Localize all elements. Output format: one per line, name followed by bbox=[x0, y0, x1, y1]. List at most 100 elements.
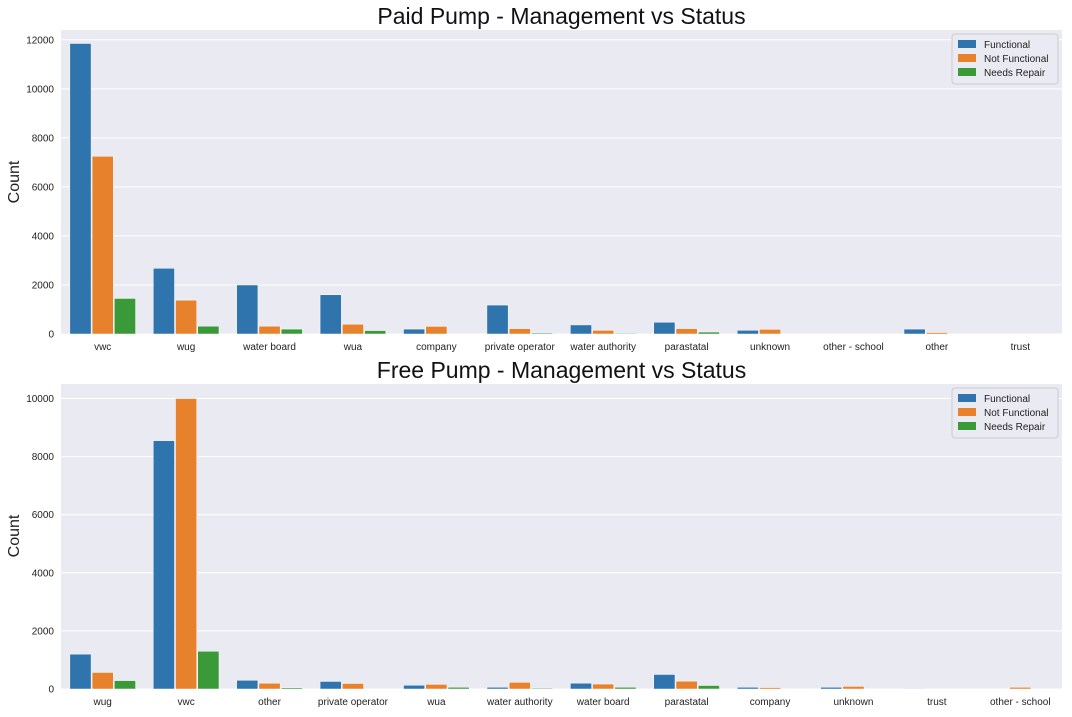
chart1-legend: Functional Not Functional Needs Repair bbox=[951, 33, 1059, 85]
chart1-ytick-label: 6000 bbox=[32, 182, 55, 193]
chart1-legend-swatch bbox=[958, 40, 976, 48]
chart1-bar-needs-repair bbox=[114, 298, 136, 335]
chart1-xtick-label: private operator bbox=[485, 342, 556, 353]
chart1-legend-label: Not Functional bbox=[984, 54, 1048, 65]
chart2-xtick-label: vwc bbox=[178, 697, 195, 708]
chart2-bar-needs-repair bbox=[531, 687, 553, 690]
chart2-ytick-label: 2000 bbox=[32, 626, 55, 637]
chart2-xtick-label: other - school bbox=[990, 697, 1051, 708]
chart2-bar-needs-repair bbox=[280, 687, 303, 690]
chart2-xtick-label: unknown bbox=[833, 697, 873, 708]
chart2-bar-not-functional bbox=[258, 682, 281, 690]
chart2-bar-not-functional bbox=[508, 682, 531, 690]
chart2-bar-needs-repair bbox=[197, 650, 220, 690]
chart2-legend-label: Not Functional bbox=[984, 408, 1048, 419]
chart1-xtick-label: other bbox=[925, 342, 948, 353]
chart1-bar-not-functional bbox=[675, 328, 698, 335]
chart1-xtick-label: trust bbox=[1011, 342, 1031, 353]
chart2-bar-not-functional bbox=[91, 672, 114, 690]
chart1-bar-functional bbox=[486, 304, 509, 335]
chart2-xtick-label: wua bbox=[426, 697, 446, 708]
chart2-ylabel: Count bbox=[6, 514, 23, 557]
chart1-ytick-label: 10000 bbox=[26, 84, 54, 95]
chart2-xtick-label: water board bbox=[576, 697, 630, 708]
chart1-ytick-label: 0 bbox=[48, 330, 54, 341]
chart1-bar-not-functional bbox=[592, 330, 615, 335]
chart2-legend-label: Needs Repair bbox=[984, 422, 1046, 433]
chart2-legend: Functional Not Functional Needs Repair bbox=[951, 387, 1059, 439]
chart2-legend-swatch bbox=[958, 408, 976, 416]
chart2-legend-swatch bbox=[958, 394, 976, 402]
chart2-bar-functional bbox=[236, 680, 259, 690]
chart1-xtick-label: water authority bbox=[569, 342, 636, 353]
chart1-bar-functional bbox=[319, 294, 342, 335]
chart2-legend-box bbox=[951, 387, 1059, 439]
chart1-ytick-label: 4000 bbox=[32, 231, 55, 242]
chart2-bar-needs-repair bbox=[614, 687, 637, 690]
chart2-bar-not-functional bbox=[675, 680, 698, 690]
chart1-bar-needs-repair bbox=[280, 328, 303, 335]
chart2-bar-not-functional bbox=[342, 683, 364, 690]
chart1-bar-needs-repair bbox=[614, 333, 637, 335]
chart1-bar-needs-repair bbox=[364, 330, 387, 335]
chart2-bar-functional bbox=[820, 687, 843, 690]
chart2: 0 2000 4000 6000 8000 10000 wug vwc other private… bbox=[6, 357, 1062, 708]
chart1-bar-not-functional bbox=[508, 328, 531, 335]
chart1-bar-not-functional bbox=[258, 325, 281, 335]
chart2-bar-functional bbox=[736, 687, 759, 690]
chart1-xtick-label: parastatal bbox=[665, 342, 709, 353]
chart1-bar-functional bbox=[153, 268, 175, 335]
chart2-bar-functional bbox=[653, 674, 676, 690]
chart1-bar-functional bbox=[69, 43, 92, 335]
chart1-bar-not-functional bbox=[425, 326, 448, 335]
chart2-bar-functional bbox=[319, 681, 342, 690]
chart1-bar-needs-repair bbox=[531, 332, 553, 335]
chart1-bar-functional bbox=[236, 284, 259, 335]
chart2-bar-not-functional bbox=[592, 683, 615, 690]
chart1-bar-functional bbox=[403, 328, 426, 335]
chart1-bar-not-functional bbox=[91, 156, 114, 335]
chart2-title: Free Pump - Management vs Status bbox=[377, 357, 746, 383]
chart1-bar-functional bbox=[903, 328, 926, 335]
chart1-ylabel: Count bbox=[6, 160, 23, 203]
chart1-bar-not-functional bbox=[175, 299, 197, 335]
chart1-xtick-label: wua bbox=[343, 342, 363, 353]
chart1-title: Paid Pump - Management vs Status bbox=[377, 3, 745, 29]
chart2-bar-functional bbox=[903, 688, 926, 690]
chart1-legend-label: Functional bbox=[984, 40, 1030, 51]
chart2-legend-swatch bbox=[958, 422, 976, 430]
chart2-bar-needs-repair bbox=[114, 680, 136, 690]
chart2-bar-functional bbox=[486, 687, 509, 690]
chart1-bar-needs-repair bbox=[197, 325, 220, 335]
chart1-plot-area bbox=[61, 30, 1062, 334]
chart2-bar-not-functional bbox=[759, 687, 781, 690]
chart1-ytick-label: 8000 bbox=[32, 133, 55, 144]
chart2-xtick-label: private operator bbox=[318, 697, 389, 708]
chart2-ytick-label: 8000 bbox=[32, 452, 55, 463]
chart2-xtick-label: other bbox=[258, 697, 281, 708]
chart2-ytick-label: 6000 bbox=[32, 510, 55, 521]
chart2-bar-not-functional bbox=[842, 686, 865, 690]
chart1-legend-box bbox=[951, 33, 1059, 85]
chart2-ytick-label: 4000 bbox=[32, 568, 55, 579]
chart2-ytick-label: 10000 bbox=[26, 394, 54, 405]
chart2-plot-area bbox=[61, 384, 1062, 689]
chart1-bar-needs-repair bbox=[697, 331, 720, 335]
chart2-bar-functional bbox=[570, 682, 592, 690]
chart1-xtick-label: company bbox=[416, 342, 457, 353]
chart1-bar-not-functional bbox=[926, 332, 948, 335]
chart1-ytick-label: 12000 bbox=[26, 35, 54, 46]
chart2-xtick-label: parastatal bbox=[665, 697, 709, 708]
chart1-xtick-label: unknown bbox=[750, 342, 790, 353]
chart2-bar-not-functional bbox=[175, 398, 197, 690]
chart1-xtick-label: other - school bbox=[823, 342, 884, 353]
chart1-bar-functional bbox=[653, 321, 676, 335]
chart2-bar-not-functional bbox=[1009, 687, 1032, 690]
chart2-xtick-label: wug bbox=[93, 697, 112, 708]
chart1-legend-swatch bbox=[958, 68, 976, 76]
chart1-legend-label: Needs Repair bbox=[984, 68, 1046, 79]
chart2-legend-label: Functional bbox=[984, 394, 1030, 405]
chart1: 0 2000 4000 6000 8000 10000 12000 vwc wug water b… bbox=[6, 3, 1062, 353]
